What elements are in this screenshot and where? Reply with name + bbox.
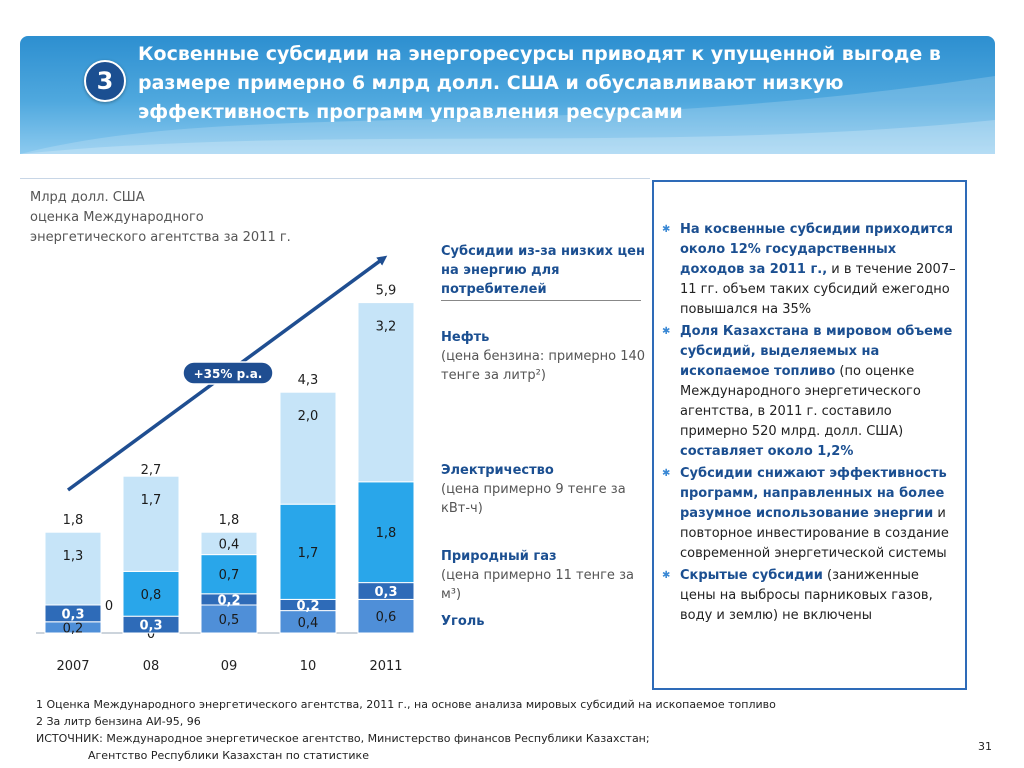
unit-line-2: оценка Международного: [30, 210, 204, 225]
note-2-text: (по оценке Международного энергетическог…: [680, 364, 921, 439]
note-1-bold: На косвенные субсидии приходится около 1…: [680, 222, 953, 277]
label-oil-2007: 1,3: [63, 549, 84, 564]
x-tick-09: 09: [221, 659, 238, 674]
label-oil-2011: 3,2: [376, 320, 397, 335]
header-banner: [20, 36, 995, 154]
bar-oil-2007: [44, 531, 102, 606]
bar-electricity-08: [122, 570, 180, 617]
source-line: ИСТОЧНИК: Международное энергетическое а…: [36, 732, 650, 745]
note-item: Субсидии снижают эффективность программ,…: [662, 464, 957, 564]
notes-panel: На косвенные субсидии приходится около 1…: [652, 180, 967, 690]
legend-coal: Уголь: [441, 612, 646, 631]
label-electricity-2011: 1,8: [376, 526, 397, 541]
legend-gas-name: Природный газ: [441, 549, 557, 564]
growth-arrow: [66, 255, 388, 492]
legend-gas: Природный газ (цена примерно 11 тенге за…: [441, 547, 646, 604]
growth-badge: [182, 361, 274, 385]
legend-electricity: Электричество (цена примерно 9 тенге за …: [441, 461, 646, 518]
bar-gas-10: [279, 598, 337, 612]
total-label-08: 2,7: [141, 463, 162, 478]
total-label-2007: 1,8: [63, 513, 84, 528]
legend-oil: Нефть (цена бензина: примерно 140 тенге …: [441, 328, 646, 385]
x-tick-08: 08: [143, 659, 160, 674]
label-oil-08: 1,7: [141, 493, 162, 508]
bar-oil-09: [200, 531, 258, 556]
growth-label: +35% p.a.: [194, 367, 263, 381]
legend-divider: [441, 300, 641, 301]
bar-coal-2007: [44, 621, 102, 634]
bar-oil-10: [279, 391, 337, 505]
legend-title: Субсидии из-за низких цен на энергию для…: [441, 244, 645, 297]
bar-coal-10: [279, 610, 337, 634]
x-tick-2011: 2011: [369, 659, 402, 674]
label-gas-2007: 0,3: [61, 607, 84, 622]
label-coal-2011: 0,6: [376, 610, 397, 625]
panel-divider: [20, 178, 650, 179]
unit-line-1: Млрд долл. США: [30, 190, 145, 205]
source-line-2: Агентство Республики Казахстан по статис…: [88, 749, 369, 762]
label-electricity-2007: 0: [105, 599, 113, 614]
slide-number-badge: 3: [84, 60, 126, 102]
note-2-bold-end: составляет около 1,2%: [680, 444, 854, 459]
bar-electricity-10: [279, 503, 337, 600]
bar-oil-2011: [357, 302, 415, 483]
page-number: 31: [978, 740, 992, 753]
note-item: На косвенные субсидии приходится около 1…: [662, 220, 957, 320]
unit-line-3: энергетического агентства за 2011 г.: [30, 230, 291, 245]
label-electricity-10: 1,7: [298, 546, 319, 561]
note-3-text: и повторное инвестирование в создание со…: [680, 506, 949, 561]
note-4-bold: Скрытые субсидии: [680, 568, 823, 583]
note-item: Доля Казахстана в мировом объеме субсиди…: [662, 322, 957, 462]
label-electricity-08: 0,8: [141, 588, 162, 603]
footnotes: 1 Оценка Международного энергетического …: [36, 696, 936, 764]
label-coal-09: 0,5: [219, 613, 240, 628]
total-label-09: 1,8: [219, 513, 240, 528]
legend-coal-name: Уголь: [441, 614, 485, 629]
label-coal-10: 0,4: [298, 616, 319, 631]
x-tick-10: 10: [300, 659, 317, 674]
total-label-2011: 5,9: [376, 284, 397, 299]
legend-oil-name: Нефть: [441, 330, 490, 345]
label-gas-08: 0,3: [139, 619, 162, 634]
label-coal-08: 0: [147, 627, 155, 642]
note-item: Скрытые субсидии (заниженные цены на выб…: [662, 566, 957, 626]
label-gas-10: 0,2: [296, 599, 319, 614]
bar-gas-2011: [357, 582, 415, 600]
note-4-text: (заниженные цены на выбросы парниковых г…: [680, 568, 933, 623]
bar-gas-2007: [44, 604, 102, 623]
bar-electricity-09: [200, 554, 258, 595]
legend-oil-desc: (цена бензина: примерно 140 тенге за лит…: [441, 349, 646, 383]
label-coal-2007: 0,2: [63, 621, 84, 636]
bar-coal-09: [200, 604, 258, 634]
legend-gas-desc: (цена примерно 11 тенге за м³): [441, 568, 634, 602]
bar-oil-08: [122, 475, 180, 572]
header-wave-decoration: [20, 76, 995, 154]
bars-group: 0,20,301,31,8200700,30,81,72,7080,50,20,…: [44, 284, 415, 674]
legend-electricity-name: Электричество: [441, 463, 554, 478]
total-label-10: 4,3: [298, 373, 319, 388]
label-gas-2011: 0,3: [374, 585, 397, 600]
footnote-2: 2 За литр бензина АИ-95, 96: [36, 715, 201, 728]
label-electricity-09: 0,7: [219, 568, 240, 583]
notes-list: На косвенные субсидии приходится около 1…: [662, 220, 957, 626]
label-gas-09: 0,2: [217, 593, 240, 608]
note-1-text: и в течение 2007–11 гг. объем таких субс…: [680, 262, 956, 317]
bar-gas-08: [122, 615, 180, 634]
bar-gas-09: [200, 593, 258, 606]
note-2-bold: Доля Казахстана в мировом объеме субсиди…: [680, 324, 953, 379]
footnote-1: 1 Оценка Международного энергетического …: [36, 698, 776, 711]
note-3-bold: Субсидии снижают эффективность программ,…: [680, 466, 947, 521]
label-oil-10: 2,0: [298, 409, 319, 424]
label-oil-09: 0,4: [219, 537, 240, 552]
chart-unit-label: Млрд долл. США оценка Международного эне…: [30, 188, 320, 248]
bar-electricity-2011: [357, 481, 415, 584]
x-tick-2007: 2007: [56, 659, 89, 674]
legend-electricity-desc: (цена примерно 9 тенге за кВт-ч): [441, 482, 626, 516]
bar-coal-2011: [357, 598, 415, 634]
page-title: Косвенные субсидии на энергоресурсы прив…: [138, 43, 941, 123]
